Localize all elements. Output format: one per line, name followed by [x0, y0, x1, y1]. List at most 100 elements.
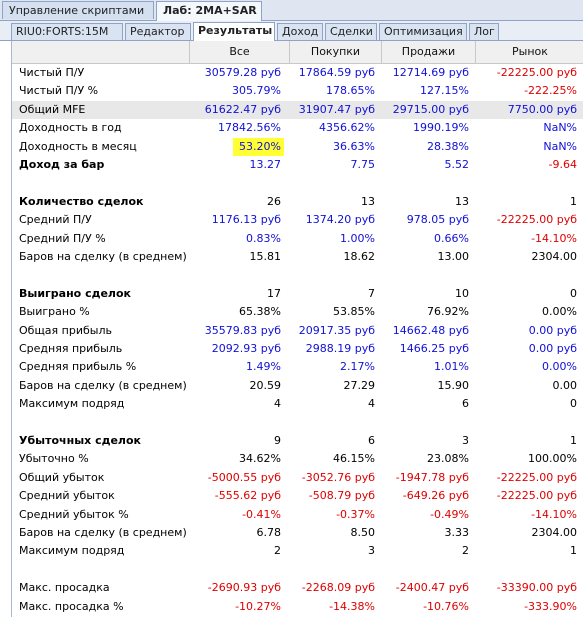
- cell-market: 2304.00: [531, 250, 578, 263]
- cell-buys: 13: [361, 194, 375, 208]
- table-row: Баров на сделку (в среднем) 6.78 8.50 3.33 2…: [12, 524, 583, 542]
- table-row: Баров на сделку (в среднем) 20.59 27.29 15.…: [12, 377, 583, 395]
- tab-instrument[interactable]: RIU0:FORTS:15M: [11, 23, 123, 40]
- cell-buys: 3: [368, 544, 375, 558]
- cell-buys: -508.79 руб: [308, 489, 375, 503]
- table-row: Убыточно % 34.62% 46.15% 23.08% 100.00%: [12, 450, 583, 468]
- cell-market: -33390.00 руб: [496, 581, 577, 595]
- table-row: Баров на сделку (в среднем) 15.81 18.62 13.…: [12, 248, 583, 266]
- spacer-row: [12, 174, 583, 192]
- cell-buys: 4: [368, 397, 375, 411]
- cell-market: -22225.00 руб: [496, 470, 577, 484]
- cell-buys: 27.29: [343, 378, 376, 392]
- cell-all: 13.27: [249, 158, 282, 171]
- cell-buys: 1374.20 руб: [305, 213, 375, 227]
- cell-market: 2304.00: [531, 526, 578, 539]
- cell-sells: 14662.48 руб: [392, 323, 469, 337]
- cell-all: 20.59: [249, 378, 282, 392]
- cell-all: 2: [274, 544, 281, 558]
- row-label: Выиграно сделок: [19, 286, 132, 300]
- cell-sells: 13: [455, 194, 469, 208]
- cell-buys: 36.63%: [333, 139, 375, 153]
- header-market[interactable]: Рынок: [512, 45, 548, 58]
- cell-all: 0.83%: [246, 231, 281, 245]
- cell-market: -9.64: [548, 158, 577, 171]
- header-sells[interactable]: Продажи: [382, 41, 476, 63]
- cell-all: 34.62%: [239, 452, 281, 466]
- cell-sells: 6: [462, 397, 469, 411]
- cell-market: -22225.00 руб: [496, 489, 577, 503]
- cell-all: 17: [267, 286, 281, 300]
- cell-market: NaN%: [543, 139, 577, 153]
- cell-sells: -649.26 руб: [402, 489, 469, 503]
- table-row: Чистый П/У 30579.28 руб 17864.59 руб 12714.…: [12, 64, 583, 82]
- tab-script-management[interactable]: Управление скриптами: [2, 1, 154, 19]
- cell-buys: 4356.62%: [319, 121, 375, 135]
- cell-sells: -0.49%: [430, 507, 469, 521]
- row-label: Убыточно %: [19, 452, 89, 466]
- cell-all: 61622.47 руб: [204, 102, 281, 116]
- cell-all: 65.38%: [239, 305, 281, 319]
- cell-market: 100.00%: [528, 452, 577, 466]
- row-label: Средний П/У %: [19, 231, 106, 245]
- cell-sells: 10: [455, 286, 469, 300]
- cell-buys: 6: [368, 434, 375, 447]
- table-row: Средний убыток -555.62 руб -508.79 руб -649…: [12, 487, 583, 505]
- cell-all: 15.81: [249, 250, 282, 263]
- row-label: Средняя прибыль: [19, 342, 123, 355]
- tab-income[interactable]: Доход: [277, 23, 323, 40]
- table-row: Общий убыток -5000.55 руб -3052.76 руб -194…: [12, 469, 583, 487]
- row-label: Общий убыток: [19, 470, 105, 484]
- cell-all: 9: [274, 434, 281, 447]
- header-all[interactable]: Все: [190, 41, 290, 63]
- cell-all: -10.27%: [235, 599, 281, 613]
- cell-sells: -2400.47 руб: [395, 581, 469, 595]
- row-label: Максимум подряд: [19, 397, 125, 411]
- cell-buys: -14.38%: [329, 599, 375, 613]
- cell-market: 1: [570, 434, 577, 447]
- cell-sells: 1990.19%: [413, 121, 469, 135]
- table-row: Средняя прибыль % 1.49% 2.17% 1.01% 0.00%: [12, 358, 583, 376]
- cell-market: 0.00: [552, 378, 578, 392]
- header-buys[interactable]: Покупки: [290, 41, 382, 63]
- cell-buys: -3052.76 руб: [301, 470, 375, 484]
- cell-buys: 2988.19 руб: [305, 342, 375, 355]
- tab-editor[interactable]: Редактор: [125, 23, 191, 40]
- cell-market: 0.00%: [542, 305, 577, 319]
- tab-log[interactable]: Лог: [469, 23, 499, 40]
- cell-buys: 20917.35 руб: [298, 323, 375, 337]
- table-row: Средний убыток % -0.41% -0.37% -0.49% -14.10…: [12, 506, 583, 524]
- cell-market: 0: [570, 397, 577, 411]
- cell-buys: 17864.59 руб: [298, 66, 375, 79]
- cell-buys: 1.00%: [340, 231, 375, 245]
- cell-all: 1176.13 руб: [211, 213, 281, 227]
- cell-market: 0: [570, 286, 577, 300]
- table-row: Общий MFE 61622.47 руб 31907.47 руб 29715.0…: [12, 100, 583, 119]
- row-label: Средний П/У: [19, 213, 92, 227]
- cell-market: 0.00 руб: [528, 342, 577, 355]
- cell-all: 4: [274, 397, 281, 411]
- row-label: Средний убыток: [19, 489, 115, 503]
- cell-market: -333.90%: [524, 599, 577, 613]
- cell-market: -14.10%: [531, 507, 577, 521]
- cell-market: NaN%: [543, 121, 577, 135]
- tab-lab-2ma-sar[interactable]: Лаб: 2MA+SAR: [156, 1, 262, 21]
- cell-buys: 178.65%: [326, 84, 375, 98]
- cell-buys: -2268.09 руб: [301, 581, 375, 595]
- tab-optimization[interactable]: Оптимизация: [379, 23, 467, 40]
- cell-buys: 18.62: [343, 250, 376, 263]
- table-row: Средний П/У % 0.83% 1.00% 0.66% -14.10%: [12, 230, 583, 248]
- cell-buys: 31907.47 руб: [298, 102, 375, 116]
- cell-sells: 23.08%: [427, 452, 469, 466]
- tab-trades[interactable]: Сделки: [325, 23, 377, 40]
- cell-buys: 7.75: [350, 158, 376, 171]
- cell-all: 2092.93 руб: [211, 342, 281, 355]
- table-row: Выиграно сделок 17 7 10 0: [12, 285, 583, 303]
- row-label: Чистый П/У: [19, 66, 85, 79]
- tab-results[interactable]: Результаты: [193, 22, 275, 41]
- cell-all: 30579.28 руб: [204, 66, 281, 79]
- table-row: Средняя прибыль 2092.93 руб 2988.19 руб 146…: [12, 340, 583, 358]
- cell-market: 0.00%: [542, 360, 577, 374]
- cell-all: -2690.93 руб: [207, 581, 281, 595]
- cell-sells: 0.66%: [434, 231, 469, 245]
